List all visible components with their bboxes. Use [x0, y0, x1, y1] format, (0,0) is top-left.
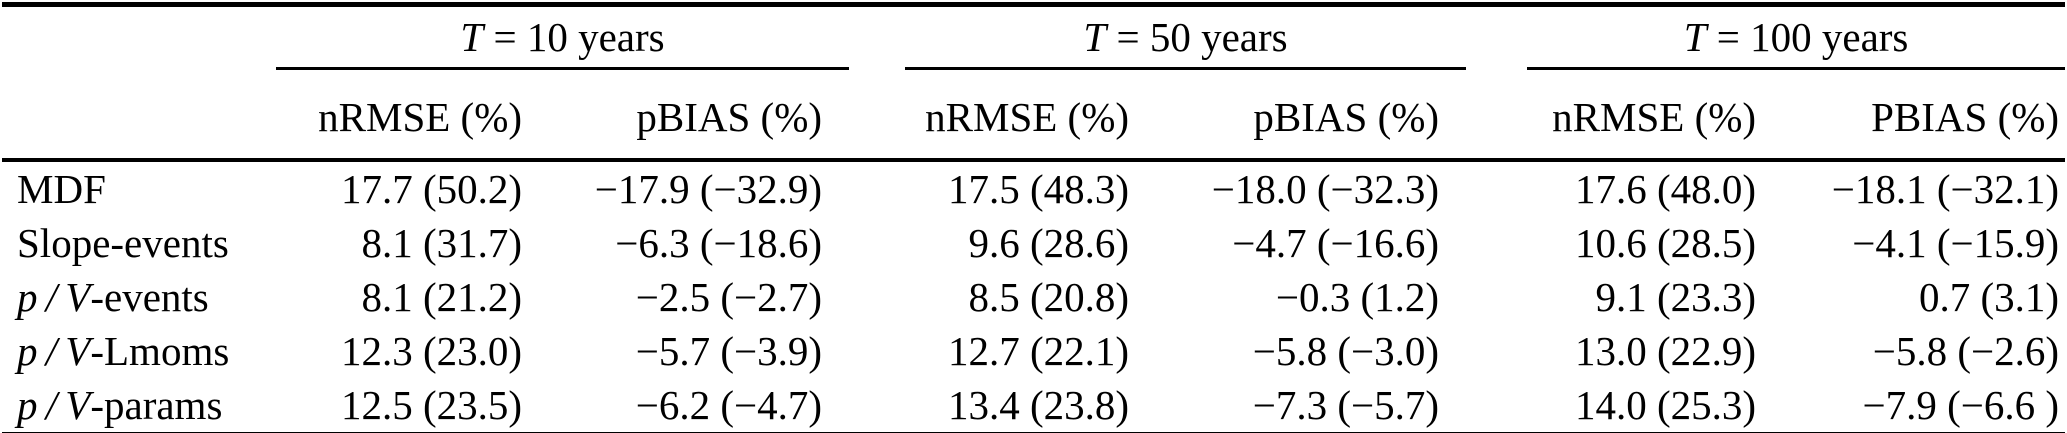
- column-gap: [1466, 324, 1527, 378]
- row-label-text: MDF: [17, 166, 106, 212]
- group-header-t10: T = 10 years: [276, 4, 850, 70]
- group-header-row: T = 10 years T = 50 years T = 100 years: [2, 4, 2066, 70]
- column-gap: [849, 68, 906, 162]
- table-row-slope-events: Slope-events 8.1 (31.7) −6.3 (−18.6) 9.6…: [2, 216, 2065, 270]
- value-cell: 13.4 (23.8): [947, 382, 1130, 428]
- column-header-row: nRMSE (%) pBIAS (%) nRMSE (%) pBIAS (%) …: [2, 68, 2066, 162]
- row-label-math: p / V: [17, 382, 91, 428]
- group-header-t10-text: = 10 years: [483, 14, 665, 60]
- value-cell: 13.0 (22.9): [1574, 328, 1757, 374]
- value-cell: −4.7 (−16.6): [1232, 220, 1440, 266]
- group-header-t50-text: = 50 years: [1106, 14, 1288, 60]
- row-label-text: -params: [90, 382, 223, 428]
- column-gap: [1466, 216, 1527, 270]
- value-cell: −6.2 (−4.7): [635, 382, 823, 428]
- value-cell: 10.6 (28.5): [1574, 220, 1757, 266]
- value-cell: 17.7 (50.2): [340, 166, 522, 212]
- group-header-t50: T = 50 years: [905, 4, 1467, 70]
- corner-cell: [2, 68, 276, 162]
- table-row-mdf: MDF 17.7 (50.2) −17.9 (−32.9) 17.5 (48.3…: [2, 160, 2065, 216]
- value-cell: −4.1 (−15.9): [1852, 220, 2060, 266]
- value-cell: 12.5 (23.5): [340, 382, 522, 428]
- row-label-pv-events: p / V-events: [2, 270, 276, 324]
- column-gap: [1466, 68, 1528, 162]
- value-cell: −17.9 (−32.9): [594, 166, 823, 212]
- column-gap: [849, 270, 905, 324]
- value-cell: 9.6 (28.6): [968, 220, 1130, 266]
- table-row-pv-params: p / V-params 12.5 (23.5) −6.2 (−4.7) 13.…: [2, 378, 2065, 433]
- t-symbol: T: [1683, 14, 1707, 60]
- column-gap: [849, 160, 905, 216]
- value-cell: 9.1 (23.3): [1595, 274, 1757, 320]
- column-gap: [1466, 270, 1527, 324]
- value-cell: 17.5 (48.3): [947, 166, 1130, 212]
- row-label-text: -events: [90, 274, 209, 320]
- col-header-pbias-t100: PBIAS (%): [1756, 68, 2066, 162]
- value-cell: −18.0 (−32.3): [1211, 166, 1440, 212]
- row-label-slope-events: Slope-events: [2, 216, 276, 270]
- column-gap: [1466, 378, 1527, 433]
- row-label-math: p / V: [17, 274, 91, 320]
- group-header-t100-text: = 100 years: [1706, 14, 1909, 60]
- row-label-math: p / V: [17, 328, 91, 374]
- value-cell: −5.7 (−3.9): [635, 328, 823, 374]
- value-cell: 8.5 (20.8): [968, 274, 1130, 320]
- corner-cell: [2, 5, 276, 69]
- row-label-text: Slope-events: [17, 220, 229, 266]
- value-cell: −5.8 (−3.0): [1252, 328, 1440, 374]
- col-header-pbias-t50: pBIAS (%): [1129, 68, 1467, 162]
- t-symbol: T: [460, 14, 484, 60]
- col-header-nrmse-t10: nRMSE (%): [276, 68, 522, 162]
- row-label-mdf: MDF: [2, 160, 276, 216]
- col-header-nrmse-t50: nRMSE (%): [905, 68, 1130, 162]
- value-cell: −0.3 (1.2): [1275, 274, 1440, 320]
- value-cell: −6.3 (−18.6): [615, 220, 823, 266]
- row-label-text: -Lmoms: [90, 328, 230, 374]
- value-cell: −7.9 (−6.6 ): [1862, 382, 2060, 428]
- value-cell: 8.1 (21.2): [361, 274, 522, 320]
- t-symbol: T: [1083, 14, 1107, 60]
- column-gap: [1466, 160, 1527, 216]
- value-cell: 12.3 (23.0): [340, 328, 522, 374]
- row-label-pv-lmoms: p / V-Lmoms: [2, 324, 276, 378]
- table-row-pv-events: p / V-events 8.1 (21.2) −2.5 (−2.7) 8.5 …: [2, 270, 2065, 324]
- row-label-pv-params: p / V-params: [2, 378, 276, 433]
- value-cell: 0.7 (3.1): [1918, 274, 2060, 320]
- value-cell: 17.6 (48.0): [1574, 166, 1757, 212]
- value-cell: −7.3 (−5.7): [1252, 382, 1440, 428]
- column-gap: [849, 5, 905, 69]
- column-gap: [849, 378, 905, 433]
- col-header-nrmse-t100: nRMSE (%): [1527, 68, 1757, 162]
- col-header-pbias-t10: pBIAS (%): [522, 68, 850, 162]
- column-gap: [849, 216, 905, 270]
- value-cell: 14.0 (25.3): [1574, 382, 1757, 428]
- table-row-pv-lmoms: p / V-Lmoms 12.3 (23.0) −5.7 (−3.9) 12.7…: [2, 324, 2065, 378]
- value-cell: 8.1 (31.7): [361, 220, 522, 266]
- column-gap: [1466, 5, 1527, 69]
- column-gap: [849, 324, 905, 378]
- value-cell: −5.8 (−2.6): [1872, 328, 2060, 374]
- value-cell: −2.5 (−2.7): [635, 274, 823, 320]
- value-cell: −18.1 (−32.1): [1831, 166, 2060, 212]
- value-cell: 12.7 (22.1): [947, 328, 1130, 374]
- group-header-t100: T = 100 years: [1527, 4, 2066, 70]
